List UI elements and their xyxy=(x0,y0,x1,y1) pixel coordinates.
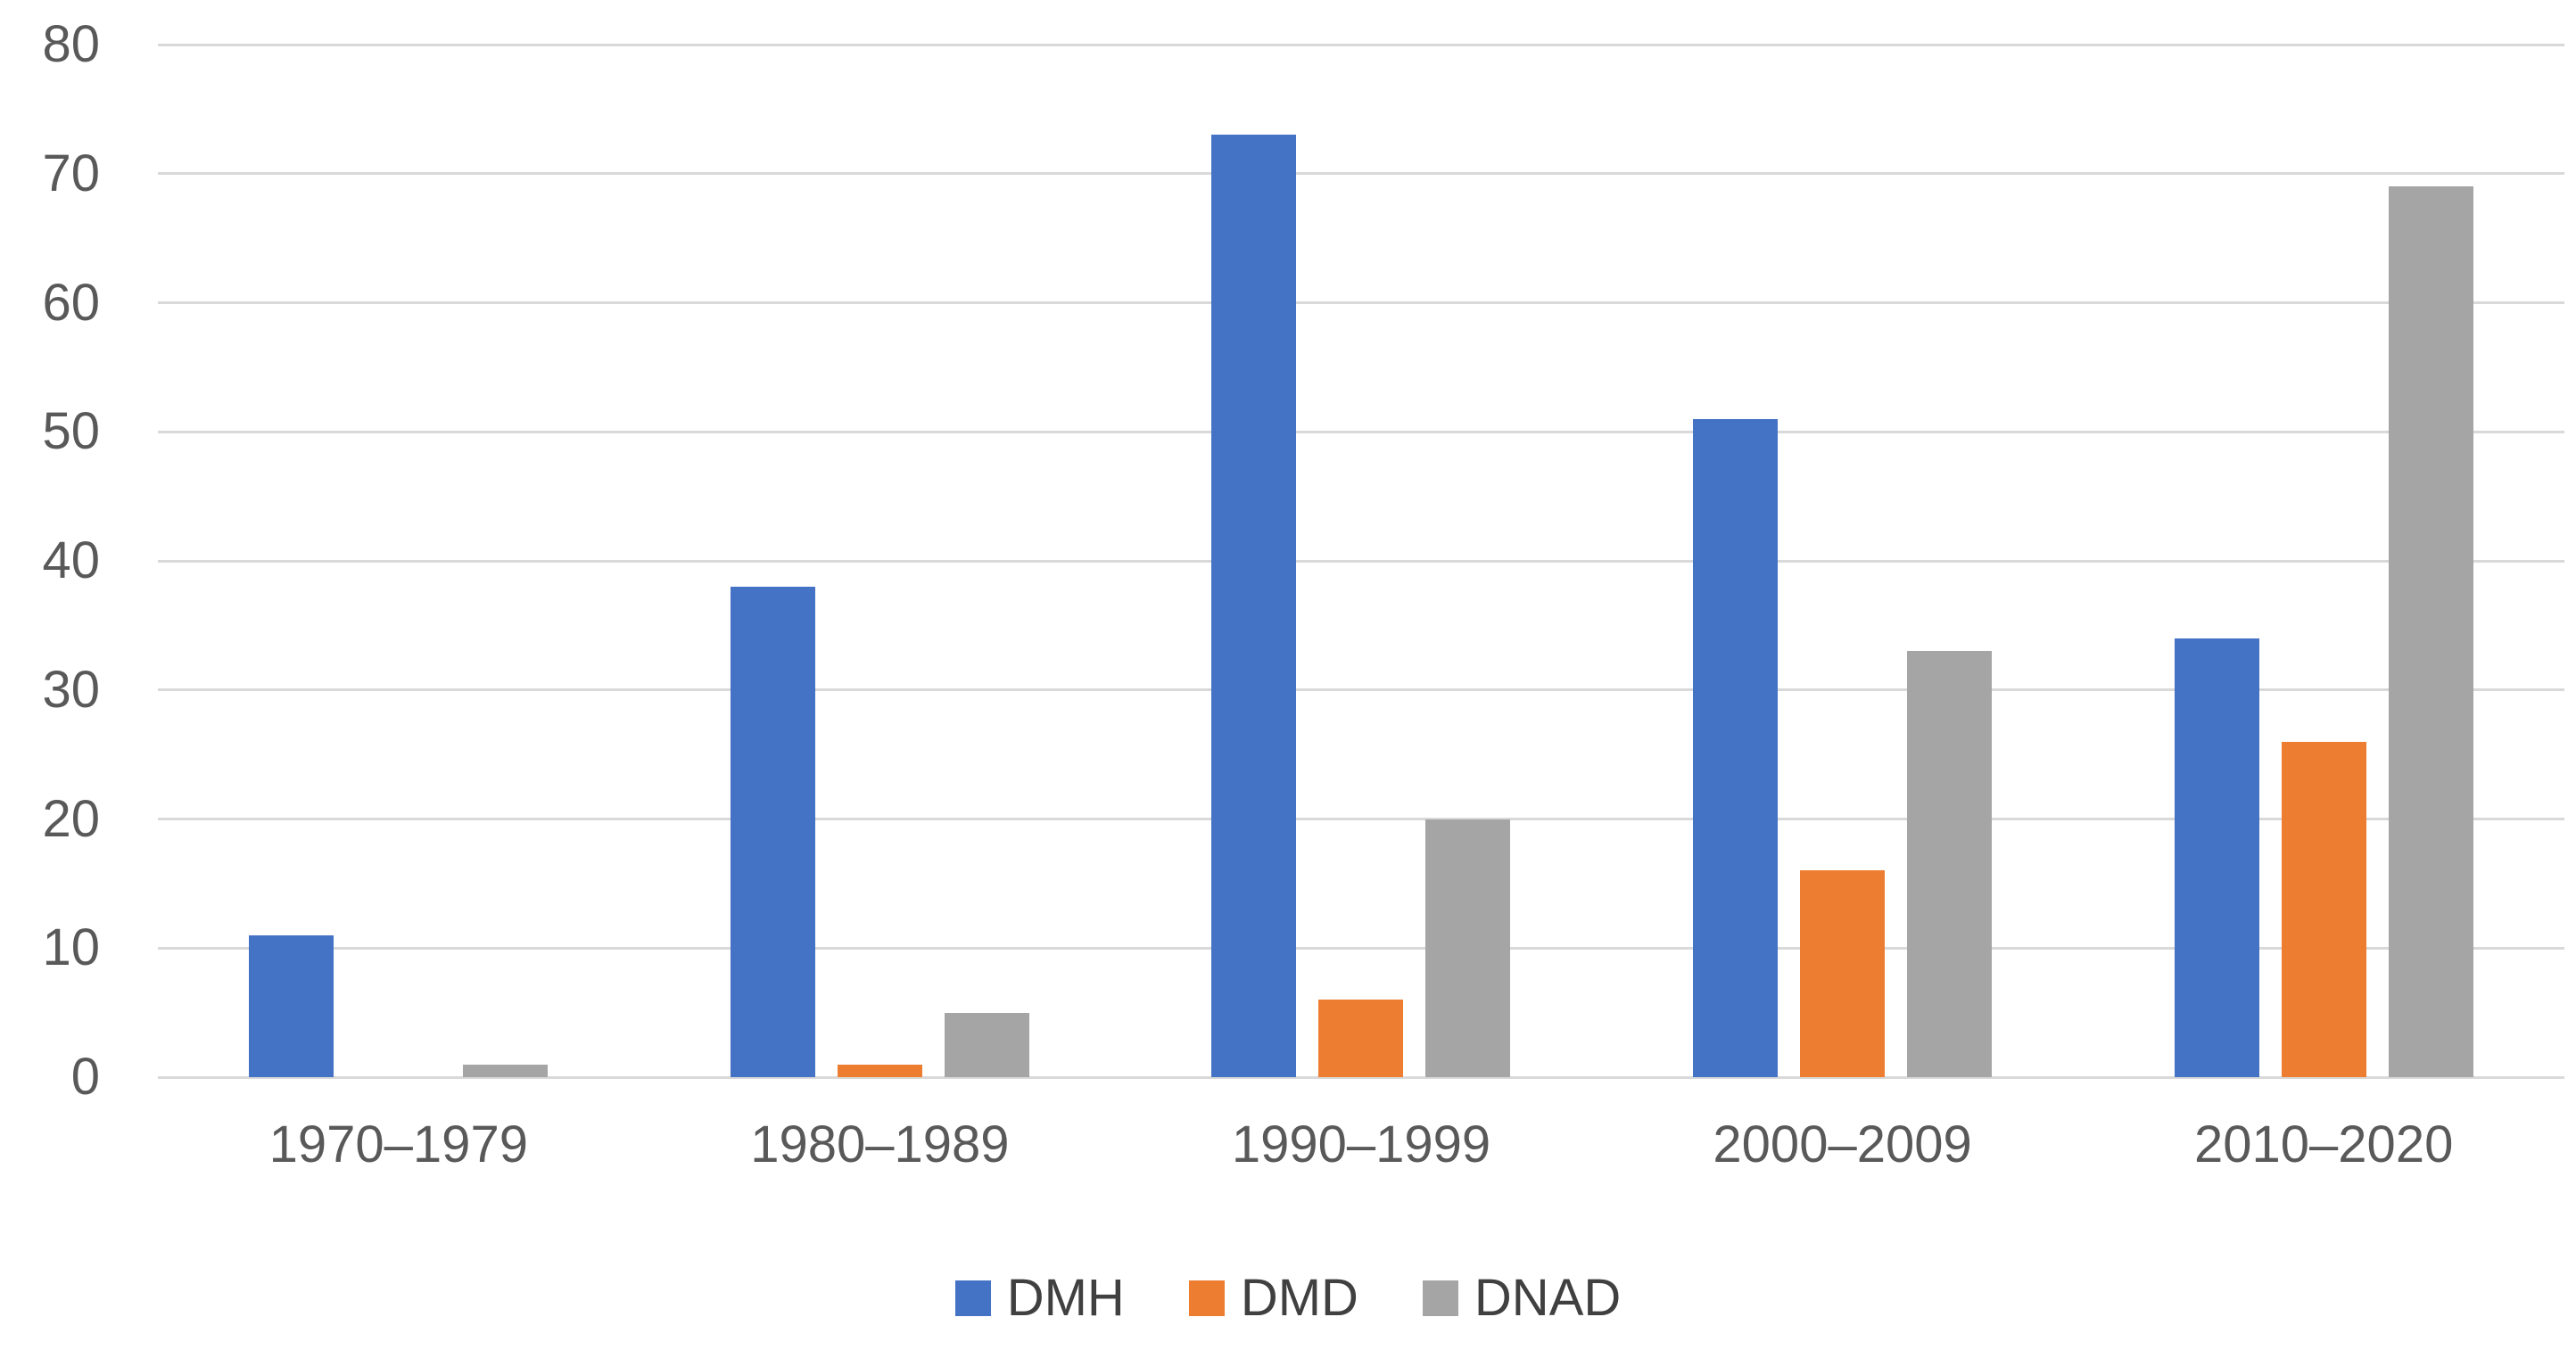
gridline-y-10 xyxy=(158,946,2564,950)
gridline-y-80 xyxy=(158,43,2564,46)
y-tick-label-10: 10 xyxy=(42,918,100,977)
y-axis-tick-labels: 0 10 20 30 40 50 60 70 80 xyxy=(0,16,100,1106)
bar-groups-row xyxy=(158,45,2564,1077)
bar-dnad-0 xyxy=(463,1064,549,1077)
y-tick-label-40: 40 xyxy=(42,531,100,589)
bar-group-2000-2009 xyxy=(1602,45,2084,1077)
bar-dnad-2 xyxy=(1425,819,1511,1077)
bar-group-2010-2020 xyxy=(2083,45,2564,1077)
gridline-y-60 xyxy=(158,301,2564,304)
legend-item-dmh: DMH xyxy=(954,1268,1125,1328)
bar-dmh-2 xyxy=(1211,135,1297,1077)
y-tick-label-0: 0 xyxy=(70,1048,100,1106)
x-tick-label-0: 1970–1979 xyxy=(268,1115,528,1173)
gridline-y-70 xyxy=(158,172,2564,176)
plot-area xyxy=(158,43,2564,1079)
x-tick-label-1: 1980–1989 xyxy=(750,1115,1010,1173)
bar-group-1970-1979 xyxy=(158,45,640,1077)
x-axis-category-labels: 1970–1979 1980–1989 1990–1999 2000–2009 2010… xyxy=(158,1115,2564,1174)
bar-dmh-3 xyxy=(1693,418,1779,1077)
x-tick-label-2: 1990–1999 xyxy=(1231,1115,1491,1173)
bar-dnad-3 xyxy=(1907,651,1993,1077)
legend-swatch-dnad xyxy=(1422,1280,1458,1316)
y-tick-label-50: 50 xyxy=(42,402,100,461)
bar-dmd-4 xyxy=(2281,741,2366,1077)
y-tick-label-20: 20 xyxy=(42,789,100,848)
gridline-y-20 xyxy=(158,818,2564,820)
bar-dmh-4 xyxy=(2174,638,2259,1077)
bar-dmh-1 xyxy=(730,586,815,1077)
bar-dmd-3 xyxy=(1800,870,1886,1077)
bar-dmd-1 xyxy=(837,1064,922,1077)
legend-label-dmd: DMD xyxy=(1240,1269,1358,1327)
legend-item-dnad: DNAD xyxy=(1422,1268,1622,1328)
y-tick-label-80: 80 xyxy=(42,15,100,73)
bar-group-1980-1989 xyxy=(640,45,1121,1077)
bar-dnad-4 xyxy=(2388,186,2473,1077)
bar-dnad-1 xyxy=(944,1012,1029,1077)
x-tick-label-4: 2010–2020 xyxy=(2194,1115,2454,1173)
gridline-y-30 xyxy=(158,688,2564,692)
gridline-y-40 xyxy=(158,559,2564,563)
gridline-y-0 xyxy=(158,1075,2564,1079)
legend-item-dmd: DMD xyxy=(1188,1268,1358,1328)
y-tick-label-30: 30 xyxy=(42,660,100,719)
bar-group-1990-1999 xyxy=(1120,45,1602,1077)
gridline-y-50 xyxy=(158,430,2564,433)
legend-swatch-dmh xyxy=(954,1280,991,1316)
legend-swatch-dmd xyxy=(1188,1280,1225,1316)
legend: DMH DMD DNAD xyxy=(0,1268,2576,1328)
legend-label-dnad: DNAD xyxy=(1474,1269,1622,1327)
y-tick-label-70: 70 xyxy=(42,144,100,202)
x-tick-label-3: 2000–2009 xyxy=(1713,1115,1972,1173)
y-tick-label-60: 60 xyxy=(42,273,100,332)
legend-label-dmh: DMH xyxy=(1006,1269,1125,1327)
bar-dmd-2 xyxy=(1318,1000,1404,1077)
bar-dmh-0 xyxy=(249,934,334,1077)
